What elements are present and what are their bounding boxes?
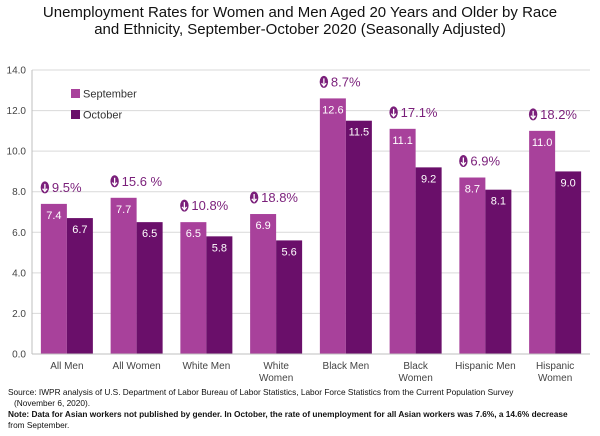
percent-change-label: 15.6 % bbox=[122, 174, 163, 189]
data-label: 8.1 bbox=[491, 196, 506, 208]
bar-september-black-women bbox=[389, 128, 416, 354]
x-category-label: Hispanic Women bbox=[536, 361, 574, 384]
bar-september-white-men bbox=[180, 222, 207, 354]
data-label: 11.5 bbox=[349, 127, 370, 139]
data-label: 6.5 bbox=[142, 228, 157, 240]
bar-october-hispanic-women bbox=[555, 171, 582, 354]
y-tick-label: 4.0 bbox=[12, 268, 26, 279]
value-labels: 7.4 6.7 7.7 6.5 6.5 5.8 6.9 5.6 12.6 11.5 11.1 9.2 8… bbox=[46, 104, 576, 258]
x-category-label: All Women bbox=[113, 361, 161, 372]
percent-change-label: 18.8% bbox=[261, 190, 298, 205]
bar-september-black-men bbox=[319, 98, 346, 355]
legend-swatch bbox=[71, 89, 80, 98]
data-label: 8.7 bbox=[465, 184, 480, 196]
y-tick-label: 2.0 bbox=[12, 309, 26, 320]
bar-september-white-women bbox=[250, 214, 277, 354]
legend: September October bbox=[71, 89, 137, 122]
percent-change-label: 18.2% bbox=[540, 107, 577, 122]
data-label: 7.7 bbox=[116, 204, 131, 216]
bar-october-all-women bbox=[136, 222, 163, 354]
data-label: 11.1 bbox=[392, 135, 413, 147]
down-arrow-icon bbox=[180, 199, 189, 212]
data-label: 6.5 bbox=[186, 228, 201, 240]
footnote-source: Source: IWPR analysis of U.S. Department… bbox=[8, 387, 514, 397]
y-tick-label: 6.0 bbox=[12, 228, 26, 239]
down-arrow-icon bbox=[528, 108, 538, 121]
y-tick-label: 12.0 bbox=[7, 106, 27, 117]
percent-change-label: 6.9% bbox=[470, 154, 500, 169]
y-tick-label: 10.0 bbox=[7, 147, 27, 158]
data-label: 6.9 bbox=[255, 220, 270, 232]
bar-october-black-women bbox=[415, 167, 442, 354]
legend-swatch bbox=[71, 110, 80, 119]
bar-september-all-women bbox=[110, 197, 137, 354]
percent-change-label: 10.8% bbox=[191, 198, 228, 213]
percent-change-label: 17.1% bbox=[401, 105, 438, 120]
legend-label: October bbox=[83, 110, 122, 122]
data-label: 12.6 bbox=[322, 104, 343, 116]
percent-change-label: 9.5% bbox=[52, 180, 82, 195]
chart-title: Unemployment Rates for Women and Men Age… bbox=[42, 4, 558, 38]
y-tick-label: 0.0 bbox=[12, 350, 26, 361]
data-label: 5.8 bbox=[212, 242, 227, 254]
bar-october-white-women bbox=[276, 240, 303, 354]
footnote-note-cont: from September. bbox=[8, 420, 70, 430]
x-category-label: Black Men bbox=[323, 361, 370, 372]
bar-september-hispanic-women bbox=[529, 130, 556, 354]
x-category-label: All Men bbox=[50, 361, 83, 372]
data-label: 11.0 bbox=[532, 137, 553, 149]
data-label: 9.2 bbox=[421, 173, 436, 185]
y-tick-label: 14.0 bbox=[7, 66, 27, 77]
x-category-label: White Women bbox=[259, 361, 293, 384]
down-arrow-icon bbox=[40, 181, 50, 194]
data-label: 7.4 bbox=[46, 210, 61, 222]
bar-september-all-men bbox=[40, 203, 67, 354]
down-arrow-icon bbox=[459, 155, 468, 168]
down-arrow-icon bbox=[249, 191, 259, 204]
footnote-note: Note: Data for Asian workers not publish… bbox=[8, 409, 568, 419]
change-annotations: 9.5% 15.6 % 10.8% 18.8% 8.7% 17.1% 6.9% 18.2% bbox=[40, 74, 577, 213]
bar-september-hispanic-men bbox=[459, 177, 486, 354]
x-category-label: Black Women bbox=[398, 361, 432, 384]
bar-october-hispanic-men bbox=[485, 189, 512, 354]
footnote-source-date: (November 6, 2020). bbox=[14, 398, 91, 408]
x-category-label: Hispanic Men bbox=[455, 361, 516, 372]
axes: 0.0 2.0 4.0 6.0 8.0 10.0 12.0 14.0 All Men All Wo… bbox=[7, 66, 590, 384]
data-label: 6.7 bbox=[72, 224, 87, 236]
data-label: 9.0 bbox=[560, 177, 575, 189]
down-arrow-icon bbox=[389, 106, 398, 119]
down-arrow-icon bbox=[319, 75, 329, 88]
y-tick-label: 8.0 bbox=[12, 187, 26, 198]
percent-change-label: 8.7% bbox=[331, 74, 361, 89]
x-category-label: White Men bbox=[182, 361, 230, 372]
data-label: 5.6 bbox=[281, 246, 296, 258]
footnote: Source: IWPR analysis of U.S. Department… bbox=[8, 387, 598, 431]
bar-october-white-men bbox=[206, 236, 233, 354]
bar-october-black-men bbox=[345, 120, 372, 354]
down-arrow-icon bbox=[110, 175, 119, 188]
bar-chart: 7.4 6.7 7.7 6.5 6.5 5.8 6.9 5.6 12.6 11.5 11.1 9.2 8… bbox=[7, 66, 590, 384]
bar-october-all-men bbox=[66, 218, 93, 354]
legend-label: September bbox=[83, 89, 137, 101]
bars bbox=[40, 98, 582, 355]
